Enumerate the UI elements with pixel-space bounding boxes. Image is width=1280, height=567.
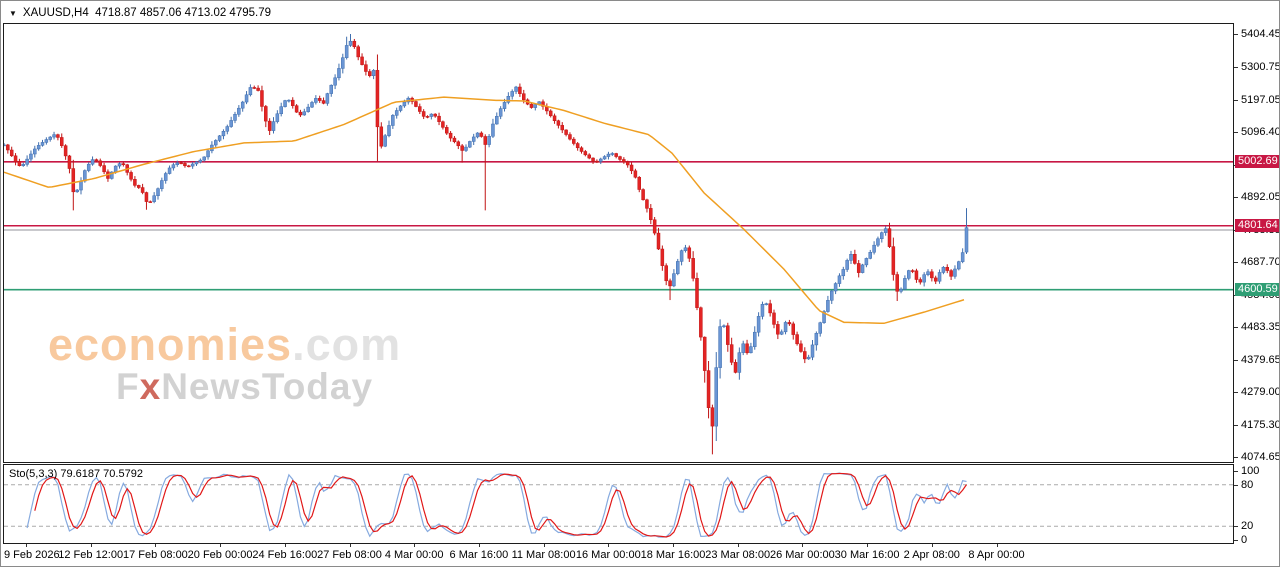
price-tick (1234, 359, 1238, 361)
time-tick (543, 544, 545, 547)
time-tick (867, 544, 869, 547)
price-tick (1234, 326, 1238, 328)
time-tick (802, 544, 804, 547)
stochastic-panel[interactable]: Sto(5,3,3) 79.6187 70.5792 (3, 464, 1234, 544)
time-tick (996, 544, 998, 547)
price-tick (1234, 457, 1238, 458)
price-axis-label: 5096.40 (1241, 125, 1280, 138)
price-axis-label: 5197.05 (1241, 93, 1280, 106)
price-axis-label: 4074.65 (1241, 451, 1280, 463)
sto-axis-label: 80 (1241, 478, 1254, 491)
sto-axis-label: 0 (1241, 534, 1248, 546)
chart-title: XAUUSD,H4 4718.87 4857.06 4713.02 4795.7… (22, 7, 271, 19)
price-axis[interactable]: 5404.455300.755197.055096.404992.704892.… (1234, 1, 1280, 566)
stochastic-canvas[interactable] (4, 465, 1233, 543)
price-tick (1234, 66, 1238, 68)
price-level-badge: 4801.64 (1235, 218, 1279, 232)
time-tick (478, 544, 480, 547)
time-axis-label: 24 Feb 16:00 (252, 549, 318, 561)
time-axis-label: 12 Feb 12:00 (58, 549, 124, 561)
sto-tick (1234, 526, 1238, 528)
symbol-dropdown-icon[interactable]: ▼ (9, 8, 17, 18)
time-tick (220, 544, 222, 547)
time-axis-label: 16 Mar 00:00 (575, 549, 641, 561)
time-axis[interactable]: 9 Feb 2026 12 Feb 12:00 17 Feb 08:00 20 Feb… (1, 544, 1234, 566)
price-tick (1234, 196, 1238, 198)
sto-tick (1234, 540, 1238, 541)
time-axis-label: 2 Apr 08:00 (903, 549, 960, 561)
time-tick (349, 544, 351, 547)
price-axis-label: 4483.35 (1241, 320, 1280, 333)
time-axis-label: 8 Apr 00:00 (968, 549, 1025, 561)
time-tick (26, 544, 27, 547)
price-tick (1234, 99, 1238, 101)
time-tick (284, 544, 286, 547)
price-tick (1234, 131, 1238, 133)
sto-tick (1234, 484, 1238, 486)
time-tick (414, 544, 416, 547)
indicator-label: Sto(5,3,3) 79.6187 70.5792 (9, 468, 143, 480)
time-axis-label: 26 Mar 00:00 (769, 549, 835, 561)
chart-title-bar: ▼ XAUUSD,H4 4718.87 4857.06 4713.02 4795… (9, 5, 271, 21)
time-axis-label: 11 Mar 08:00 (511, 549, 576, 561)
price-axis-label: 4175.30 (1241, 418, 1280, 431)
time-tick (155, 544, 157, 547)
price-level-badge: 5002.69 (1235, 154, 1279, 168)
price-axis-label: 5404.45 (1241, 28, 1280, 40)
price-level-badge: 4600.59 (1235, 282, 1279, 296)
sto-tick (1234, 471, 1238, 472)
price-axis-label: 4279.00 (1241, 385, 1280, 398)
price-tick (1234, 34, 1238, 35)
price-axis-label: 5300.75 (1241, 60, 1280, 73)
time-axis-label: 17 Feb 08:00 (122, 549, 188, 561)
time-tick (608, 544, 610, 547)
time-axis-label: 9 Feb 2026 (4, 549, 60, 561)
price-axis-label: 4379.65 (1241, 353, 1280, 366)
time-axis-label: 18 Mar 16:00 (640, 549, 706, 561)
price-axis-label: 4892.05 (1241, 190, 1280, 203)
time-tick (90, 544, 92, 547)
time-axis-label: 23 Mar 08:00 (705, 549, 771, 561)
price-chart-canvas[interactable] (4, 24, 1233, 462)
time-axis-label: 30 Mar 16:00 (834, 549, 900, 561)
price-axis-label: 4687.70 (1241, 255, 1280, 268)
sto-axis-label: 20 (1241, 520, 1254, 533)
time-axis-label: 4 Mar 00:00 (384, 549, 444, 561)
price-tick (1234, 424, 1238, 426)
time-axis-label: 20 Feb 00:00 (187, 549, 253, 561)
price-chart-panel[interactable]: economies.com FxNewsToday (3, 23, 1234, 463)
time-tick (931, 544, 933, 547)
sto-axis-label: 100 (1241, 465, 1260, 477)
price-tick (1234, 391, 1238, 393)
time-tick (737, 544, 739, 547)
time-tick (673, 544, 674, 547)
price-tick (1234, 261, 1238, 263)
time-axis-label: 6 Mar 16:00 (449, 549, 509, 561)
time-axis-label: 27 Feb 08:00 (317, 549, 382, 561)
